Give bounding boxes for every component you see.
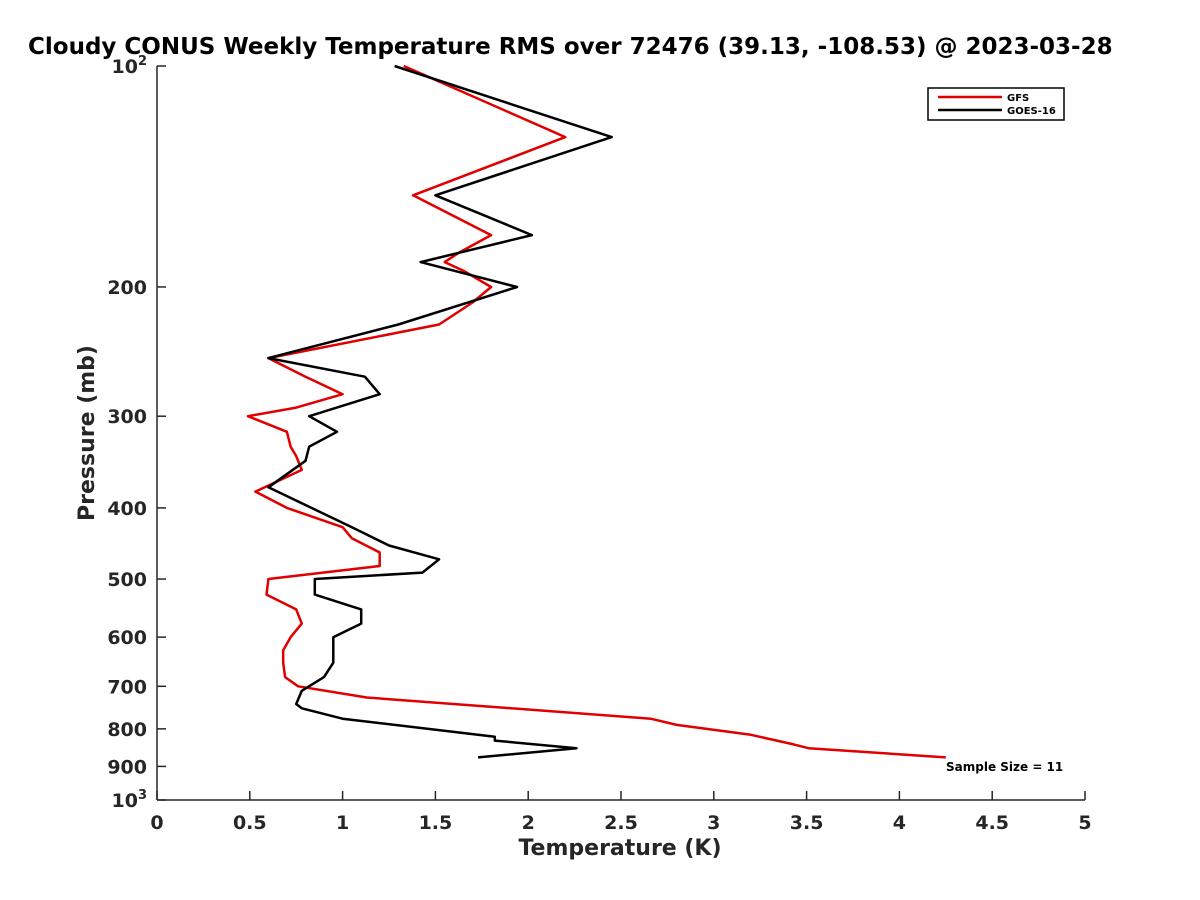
series-line-goes16 xyxy=(267,64,613,759)
x-tick-label: 2.5 xyxy=(604,812,638,834)
x-tick-label: 2 xyxy=(522,812,535,834)
y-tick-label: 800 xyxy=(107,719,147,741)
x-axis-label: Temperature (K) xyxy=(518,836,721,861)
y-tick-label-bottom: 103 xyxy=(112,788,148,812)
series-group xyxy=(246,64,946,759)
legend-label-goes16: GOES-16 xyxy=(1007,106,1056,117)
y-tick-label: 200 xyxy=(107,277,147,299)
legend: GFS GOES-16 xyxy=(927,87,1065,121)
y-tick-label: 300 xyxy=(107,406,147,428)
x-tick-label: 4 xyxy=(893,812,906,834)
y-axis-label: Pressure (mb) xyxy=(75,345,100,521)
y-tick-label: 400 xyxy=(107,498,147,520)
y-tick-label: 500 xyxy=(107,569,147,591)
y-tick-label: 900 xyxy=(107,756,147,778)
x-tick-label: 1 xyxy=(336,812,349,834)
series-line-gfs xyxy=(246,64,946,759)
x-tick-label: 0 xyxy=(150,812,163,834)
sample-size-annotation: Sample Size = 11 xyxy=(946,760,1063,774)
legend-label-gfs: GFS xyxy=(1007,93,1029,104)
x-tick-label: 5 xyxy=(1078,812,1091,834)
x-tick-label: 0.5 xyxy=(233,812,267,834)
x-tick-label: 1.5 xyxy=(419,812,453,834)
chart-title: Cloudy CONUS Weekly Temperature RMS over… xyxy=(28,34,1113,60)
y-tick-label: 700 xyxy=(107,676,147,698)
y-tick-label: 600 xyxy=(107,627,147,649)
axes-group: 0 0.5 1 1.5 2 2.5 3 3.5 4 4.5 5 200 300 400 500 600 700 8… xyxy=(107,54,1091,834)
x-tick-label: 3 xyxy=(707,812,720,834)
x-tick-label: 3.5 xyxy=(790,812,824,834)
y-tick-label-top: 102 xyxy=(112,54,148,78)
x-tick-label: 4.5 xyxy=(975,812,1009,834)
legend-box xyxy=(927,87,1065,121)
